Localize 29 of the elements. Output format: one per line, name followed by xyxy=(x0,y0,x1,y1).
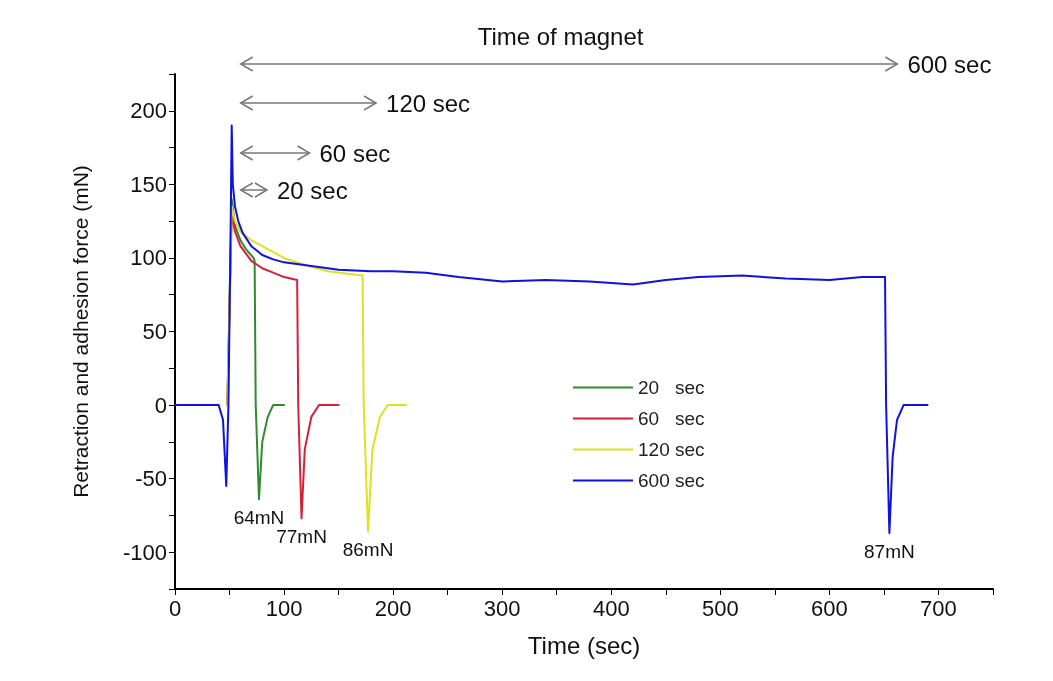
annotation: 60 sec xyxy=(319,139,391,167)
x-tick-label: 300 xyxy=(483,595,521,621)
annotation: 20 sec xyxy=(276,176,348,204)
y-tick-label: -100 xyxy=(122,539,167,565)
legend-label: 60 sec xyxy=(638,408,705,429)
x-tick-label: 100 xyxy=(265,595,303,621)
y-axis-title: Retraction and adhesion force (mN) xyxy=(69,165,92,498)
x-tick-label: 600 xyxy=(811,595,848,621)
annotation: 120 sec xyxy=(386,89,471,117)
x-axis-title: Time (sec) xyxy=(527,631,641,659)
y-tick-label: 150 xyxy=(130,171,167,197)
y-tick-label: -50 xyxy=(135,466,167,492)
x-tick-label: 200 xyxy=(374,595,412,621)
legend-label: 600 sec xyxy=(638,470,705,491)
y-tick-label: 100 xyxy=(130,245,167,271)
annotation: 64mN xyxy=(233,506,285,528)
annotation: 77mN xyxy=(276,525,327,547)
text: Time of magnet xyxy=(477,22,644,50)
x-tick-label: 500 xyxy=(701,595,739,621)
y-tick-label: 0 xyxy=(154,392,167,418)
annotation: 600 sec xyxy=(907,50,992,78)
y-tick-label: 200 xyxy=(130,98,167,124)
x-tick-label: 400 xyxy=(592,595,630,621)
annotation: 87mN xyxy=(864,540,915,562)
legend-label: 120 sec xyxy=(638,439,705,460)
x-tick-label: 700 xyxy=(920,595,957,621)
legend-label: 20 sec xyxy=(638,377,705,398)
annotation: 86mN xyxy=(342,539,394,561)
y-tick-label: 50 xyxy=(142,319,167,344)
